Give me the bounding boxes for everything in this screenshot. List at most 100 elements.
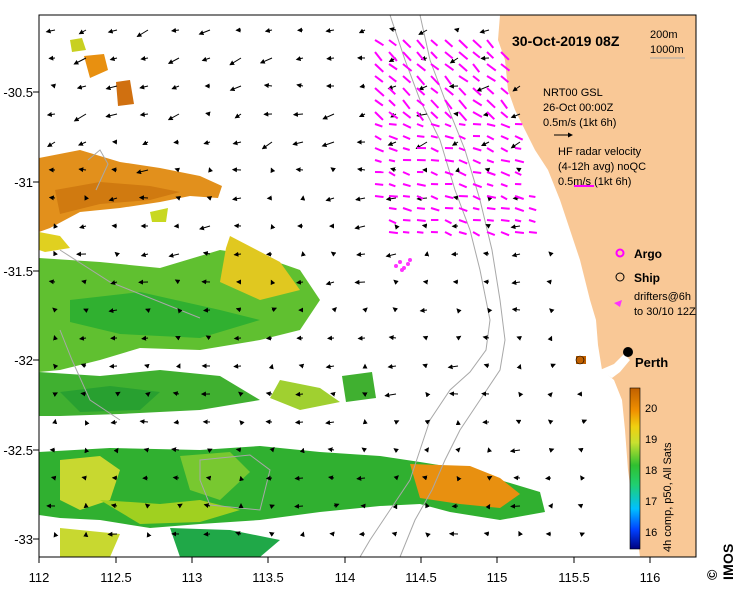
radar-arrow xyxy=(388,39,397,47)
model-arrow xyxy=(299,531,305,538)
radar-arrow xyxy=(402,195,411,198)
model-arrow xyxy=(79,224,87,229)
model-arrow xyxy=(115,391,121,397)
model-arrow xyxy=(232,140,242,146)
radar-arrow xyxy=(402,183,411,188)
radar-arrow xyxy=(444,75,452,85)
radar-arrow xyxy=(388,111,399,120)
model-arrow xyxy=(295,391,304,397)
perth-marker xyxy=(623,347,633,357)
radar-arrow xyxy=(402,63,413,72)
model-arrow xyxy=(328,475,335,481)
radar-arrow xyxy=(430,63,440,71)
radar-arrow xyxy=(402,219,411,222)
model-arrow xyxy=(330,391,336,397)
radar-arrow xyxy=(416,183,426,187)
model-arrow xyxy=(201,56,211,62)
model-arrow xyxy=(292,111,304,117)
model-arrow xyxy=(325,280,335,286)
model-arrow xyxy=(422,363,428,369)
radar-arrow xyxy=(472,75,481,82)
radar-arrow xyxy=(514,207,525,213)
radar-arrow xyxy=(388,147,398,153)
model-arrow xyxy=(327,447,335,453)
model-arrow xyxy=(78,167,87,173)
model-arrow xyxy=(487,447,492,453)
model-arrow xyxy=(208,167,213,173)
model-arrow xyxy=(205,475,212,481)
hf-radar-arrows xyxy=(374,39,538,237)
radar-arrow xyxy=(500,75,510,83)
radar-arrow xyxy=(458,75,469,83)
model-arrow xyxy=(581,419,588,425)
model-arrow xyxy=(418,85,428,91)
model-arrow xyxy=(173,139,180,145)
model-arrow xyxy=(418,29,428,35)
model-arrow xyxy=(390,167,397,173)
axis-ticks xyxy=(33,91,651,563)
model-arrow xyxy=(53,363,59,370)
model-arrow xyxy=(357,335,366,341)
model-arrow xyxy=(515,419,522,425)
model-arrow xyxy=(53,223,59,229)
radar-arrow xyxy=(472,111,483,118)
radar-arrow xyxy=(458,207,468,213)
model-arrow xyxy=(140,55,149,61)
model-arrow xyxy=(549,308,555,314)
radar-arrow xyxy=(430,39,439,47)
radar-arrow xyxy=(500,219,510,223)
radar-arrow xyxy=(430,87,439,94)
model-arrow xyxy=(235,307,242,313)
radar-arrow xyxy=(402,171,411,176)
model-arrow xyxy=(547,392,553,398)
model-arrow xyxy=(175,363,181,369)
radar-arrow xyxy=(486,207,496,211)
radar-arrow xyxy=(402,51,412,62)
radar-arrow xyxy=(430,123,440,128)
model-arrow xyxy=(358,112,366,118)
radar-arrow xyxy=(374,135,382,141)
radar-arrow xyxy=(500,51,510,61)
model-arrow xyxy=(294,475,304,481)
model-arrow xyxy=(171,27,180,33)
model-arrow xyxy=(518,530,523,537)
x-tick-label: 112.5 xyxy=(100,570,132,585)
radar-arrow xyxy=(458,99,468,110)
model-arrow xyxy=(294,503,304,509)
radar-arrow xyxy=(388,171,396,177)
model-arrow xyxy=(233,251,242,257)
radar-arrow xyxy=(458,231,467,236)
colorbar-tick-label: 19 xyxy=(645,434,657,446)
colorbar-ticks: 16 17 18 19 20 xyxy=(645,403,657,539)
scale-label-1000m: 1000m xyxy=(650,44,684,56)
model-arrow xyxy=(548,251,554,257)
radar-arrow xyxy=(444,171,454,176)
model-arrow xyxy=(510,141,521,149)
model-arrow xyxy=(516,336,522,341)
radar-arrow xyxy=(500,195,508,201)
radar-arrow xyxy=(458,171,467,177)
radar-arrow xyxy=(402,39,412,49)
model-arrow xyxy=(264,28,273,33)
radar-arrow xyxy=(416,51,425,61)
model-arrow xyxy=(483,363,490,369)
radar-arrow xyxy=(528,231,538,234)
model-arrow xyxy=(425,391,431,398)
model-arrow xyxy=(330,251,337,257)
radar-arrow xyxy=(458,135,466,140)
radar-arrow xyxy=(500,111,509,119)
radar-arrow xyxy=(486,183,494,187)
colorbar-label: 4h comp, p50, All Sats xyxy=(662,442,674,552)
model-arrow xyxy=(546,279,552,285)
radar-arrow xyxy=(500,231,510,237)
radar-arrow xyxy=(444,51,454,60)
radar-arrow xyxy=(388,195,398,198)
radar-arrow xyxy=(472,147,482,152)
radar-arrow xyxy=(458,219,468,224)
model-arrow xyxy=(139,111,149,117)
model-arrow xyxy=(516,167,522,173)
model-arrow xyxy=(53,250,58,257)
model-arrow xyxy=(389,27,397,32)
radar-arrow xyxy=(486,99,496,109)
model-arrow xyxy=(486,475,493,481)
